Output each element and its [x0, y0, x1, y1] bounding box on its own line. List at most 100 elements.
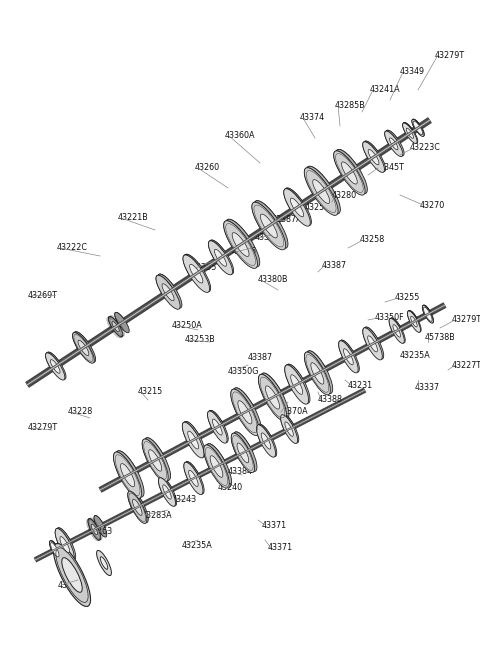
- Ellipse shape: [304, 352, 330, 395]
- Ellipse shape: [252, 202, 286, 250]
- Ellipse shape: [96, 550, 111, 576]
- Text: 43350F: 43350F: [375, 314, 405, 322]
- Ellipse shape: [207, 411, 227, 443]
- Polygon shape: [72, 331, 89, 351]
- Ellipse shape: [184, 421, 205, 457]
- Ellipse shape: [158, 477, 176, 506]
- Ellipse shape: [91, 524, 97, 534]
- Ellipse shape: [183, 255, 210, 292]
- Polygon shape: [158, 477, 172, 495]
- Text: 43387: 43387: [248, 354, 273, 362]
- Ellipse shape: [142, 439, 168, 482]
- Polygon shape: [284, 188, 304, 211]
- Text: 43347T: 43347T: [58, 580, 88, 590]
- Text: 43387A: 43387A: [255, 233, 286, 242]
- Text: 43386: 43386: [232, 248, 257, 257]
- Text: 43269T: 43269T: [28, 291, 58, 299]
- Ellipse shape: [413, 121, 423, 135]
- Text: 43387A: 43387A: [272, 215, 302, 225]
- Polygon shape: [281, 414, 295, 431]
- Text: 43388: 43388: [318, 396, 343, 405]
- Ellipse shape: [184, 462, 203, 495]
- Ellipse shape: [224, 221, 257, 269]
- Ellipse shape: [363, 328, 382, 360]
- Text: 43263: 43263: [88, 527, 113, 536]
- Ellipse shape: [78, 340, 89, 356]
- Ellipse shape: [116, 451, 144, 497]
- Ellipse shape: [403, 123, 417, 143]
- Polygon shape: [258, 373, 282, 401]
- Text: 43349: 43349: [400, 67, 425, 77]
- Ellipse shape: [188, 431, 199, 449]
- Polygon shape: [49, 540, 58, 551]
- Text: 43241A: 43241A: [370, 86, 401, 94]
- Ellipse shape: [206, 443, 232, 487]
- Ellipse shape: [120, 464, 134, 487]
- Ellipse shape: [364, 141, 385, 172]
- Ellipse shape: [94, 515, 107, 537]
- Ellipse shape: [50, 360, 60, 373]
- Polygon shape: [304, 351, 326, 377]
- Ellipse shape: [237, 443, 249, 463]
- Ellipse shape: [182, 422, 204, 458]
- Ellipse shape: [128, 491, 147, 523]
- Ellipse shape: [311, 363, 324, 384]
- Polygon shape: [252, 200, 278, 231]
- Ellipse shape: [234, 432, 257, 472]
- Ellipse shape: [344, 348, 353, 365]
- Polygon shape: [285, 364, 304, 388]
- Ellipse shape: [215, 250, 227, 267]
- Ellipse shape: [226, 219, 260, 267]
- Ellipse shape: [307, 350, 333, 394]
- Ellipse shape: [55, 529, 74, 561]
- Text: 43279T: 43279T: [452, 316, 480, 324]
- Ellipse shape: [132, 499, 142, 515]
- Polygon shape: [128, 491, 144, 510]
- Ellipse shape: [403, 122, 418, 143]
- Ellipse shape: [258, 374, 287, 421]
- Ellipse shape: [393, 325, 400, 337]
- Text: 43360A: 43360A: [225, 130, 255, 140]
- Ellipse shape: [204, 445, 229, 488]
- Ellipse shape: [368, 336, 377, 352]
- Ellipse shape: [162, 284, 174, 301]
- Ellipse shape: [422, 305, 433, 323]
- Text: 43231: 43231: [348, 381, 373, 390]
- Ellipse shape: [340, 340, 360, 372]
- Ellipse shape: [189, 470, 198, 487]
- Polygon shape: [304, 166, 330, 196]
- Text: 43371: 43371: [262, 521, 287, 529]
- Polygon shape: [46, 352, 60, 369]
- Polygon shape: [184, 462, 199, 481]
- Polygon shape: [334, 149, 358, 178]
- Text: 45738B: 45738B: [425, 333, 456, 343]
- Polygon shape: [384, 130, 399, 146]
- Ellipse shape: [258, 424, 277, 457]
- Ellipse shape: [339, 341, 358, 373]
- Ellipse shape: [208, 241, 232, 275]
- Polygon shape: [114, 451, 137, 479]
- Text: 43215: 43215: [138, 388, 163, 396]
- Ellipse shape: [72, 333, 94, 364]
- Ellipse shape: [261, 433, 271, 449]
- Polygon shape: [182, 421, 200, 443]
- Text: 43253B: 43253B: [185, 335, 216, 345]
- Ellipse shape: [423, 307, 432, 322]
- Ellipse shape: [386, 130, 404, 156]
- Ellipse shape: [307, 166, 340, 214]
- Polygon shape: [108, 312, 125, 329]
- Ellipse shape: [260, 214, 277, 238]
- Ellipse shape: [281, 415, 298, 443]
- Polygon shape: [412, 119, 421, 130]
- Ellipse shape: [112, 322, 120, 332]
- Ellipse shape: [231, 389, 259, 436]
- Ellipse shape: [47, 352, 66, 379]
- Ellipse shape: [60, 536, 70, 553]
- Polygon shape: [408, 310, 418, 324]
- Ellipse shape: [50, 540, 60, 559]
- Text: 43279T: 43279T: [435, 50, 465, 60]
- Ellipse shape: [158, 274, 182, 308]
- Polygon shape: [156, 274, 175, 295]
- Text: 43235A: 43235A: [400, 350, 431, 360]
- Ellipse shape: [49, 541, 60, 559]
